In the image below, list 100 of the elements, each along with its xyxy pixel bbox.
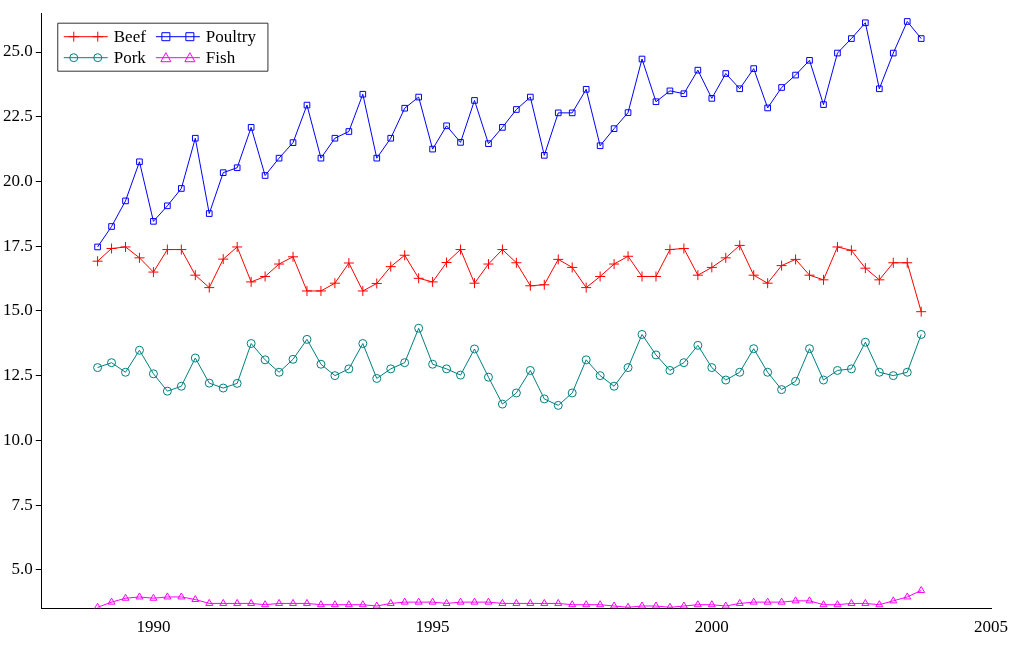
point: [554, 109, 562, 117]
point: [510, 257, 522, 269]
point: [175, 244, 187, 256]
point: [106, 243, 118, 255]
point: [791, 596, 800, 604]
point: [428, 597, 437, 605]
point: [178, 185, 185, 192]
point: [791, 376, 801, 386]
point: [637, 329, 647, 339]
point: [385, 261, 397, 273]
point: [387, 134, 395, 142]
point: [470, 597, 479, 605]
point: [343, 257, 355, 269]
y-tick-label: 22.5: [3, 106, 33, 126]
legend-label: Pork: [113, 48, 147, 68]
point: [275, 154, 283, 162]
point: [498, 598, 507, 606]
point: [721, 375, 731, 385]
x-tick-label: 1990: [136, 617, 171, 637]
point: [92, 255, 104, 267]
point: [428, 359, 438, 369]
point: [749, 344, 759, 354]
point: [916, 329, 926, 339]
point: [303, 598, 311, 606]
point: [596, 142, 604, 150]
point: [205, 598, 214, 606]
point: [652, 98, 660, 106]
point: [482, 258, 494, 270]
point: [442, 364, 452, 374]
point: [568, 600, 577, 608]
point: [763, 367, 773, 377]
point: [513, 106, 520, 113]
point: [121, 593, 130, 601]
y-tick-label: 7.5: [11, 494, 33, 514]
point: [623, 363, 633, 373]
point: [247, 598, 256, 606]
point: [874, 367, 884, 377]
point: [176, 381, 186, 391]
point: [93, 602, 102, 609]
point: [608, 258, 620, 270]
point: [203, 282, 215, 294]
y-tick-label: 12.5: [3, 365, 33, 385]
point: [902, 367, 912, 377]
point: [552, 253, 564, 265]
point: [247, 124, 255, 131]
point: [443, 122, 450, 130]
point: [566, 261, 578, 273]
point: [917, 35, 925, 42]
point: [273, 258, 285, 270]
point: [527, 93, 534, 101]
point: [694, 66, 702, 74]
point: [485, 140, 492, 147]
point: [233, 164, 241, 172]
point: [163, 592, 172, 600]
point: [499, 124, 506, 131]
point: [777, 597, 786, 605]
point: [359, 90, 367, 98]
point: [901, 257, 913, 269]
point: [191, 595, 200, 603]
point: [748, 269, 760, 281]
point: [652, 601, 660, 609]
point: [302, 334, 312, 344]
point: [666, 87, 674, 95]
point: [875, 600, 884, 608]
point: [859, 262, 871, 274]
point: [329, 277, 341, 289]
y-tick-label: 20.0: [3, 170, 33, 190]
point: [218, 383, 228, 393]
legend-label: Beef: [113, 27, 147, 47]
point: [889, 49, 897, 57]
point: [442, 598, 451, 606]
point: [484, 597, 493, 605]
point: [609, 381, 619, 391]
point: [553, 400, 563, 410]
point: [259, 270, 271, 282]
point: [777, 385, 787, 395]
point: [581, 355, 591, 365]
point: [289, 598, 297, 606]
point: [136, 158, 143, 166]
point: [847, 598, 856, 606]
point: [832, 365, 842, 375]
point: [888, 371, 898, 381]
point: [162, 386, 172, 396]
point: [232, 378, 242, 388]
point: [678, 243, 690, 255]
point: [524, 280, 536, 292]
point: [665, 365, 675, 375]
point: [317, 154, 325, 162]
point: [217, 253, 229, 265]
y-tick-label: 5.0: [11, 559, 33, 579]
point: [483, 372, 493, 382]
point: [441, 256, 453, 268]
point: [595, 371, 605, 381]
point: [539, 394, 549, 404]
point: [400, 597, 409, 605]
point: [358, 339, 368, 349]
point: [400, 358, 410, 368]
point: [164, 202, 171, 210]
point: [357, 285, 369, 297]
point: [456, 370, 466, 380]
